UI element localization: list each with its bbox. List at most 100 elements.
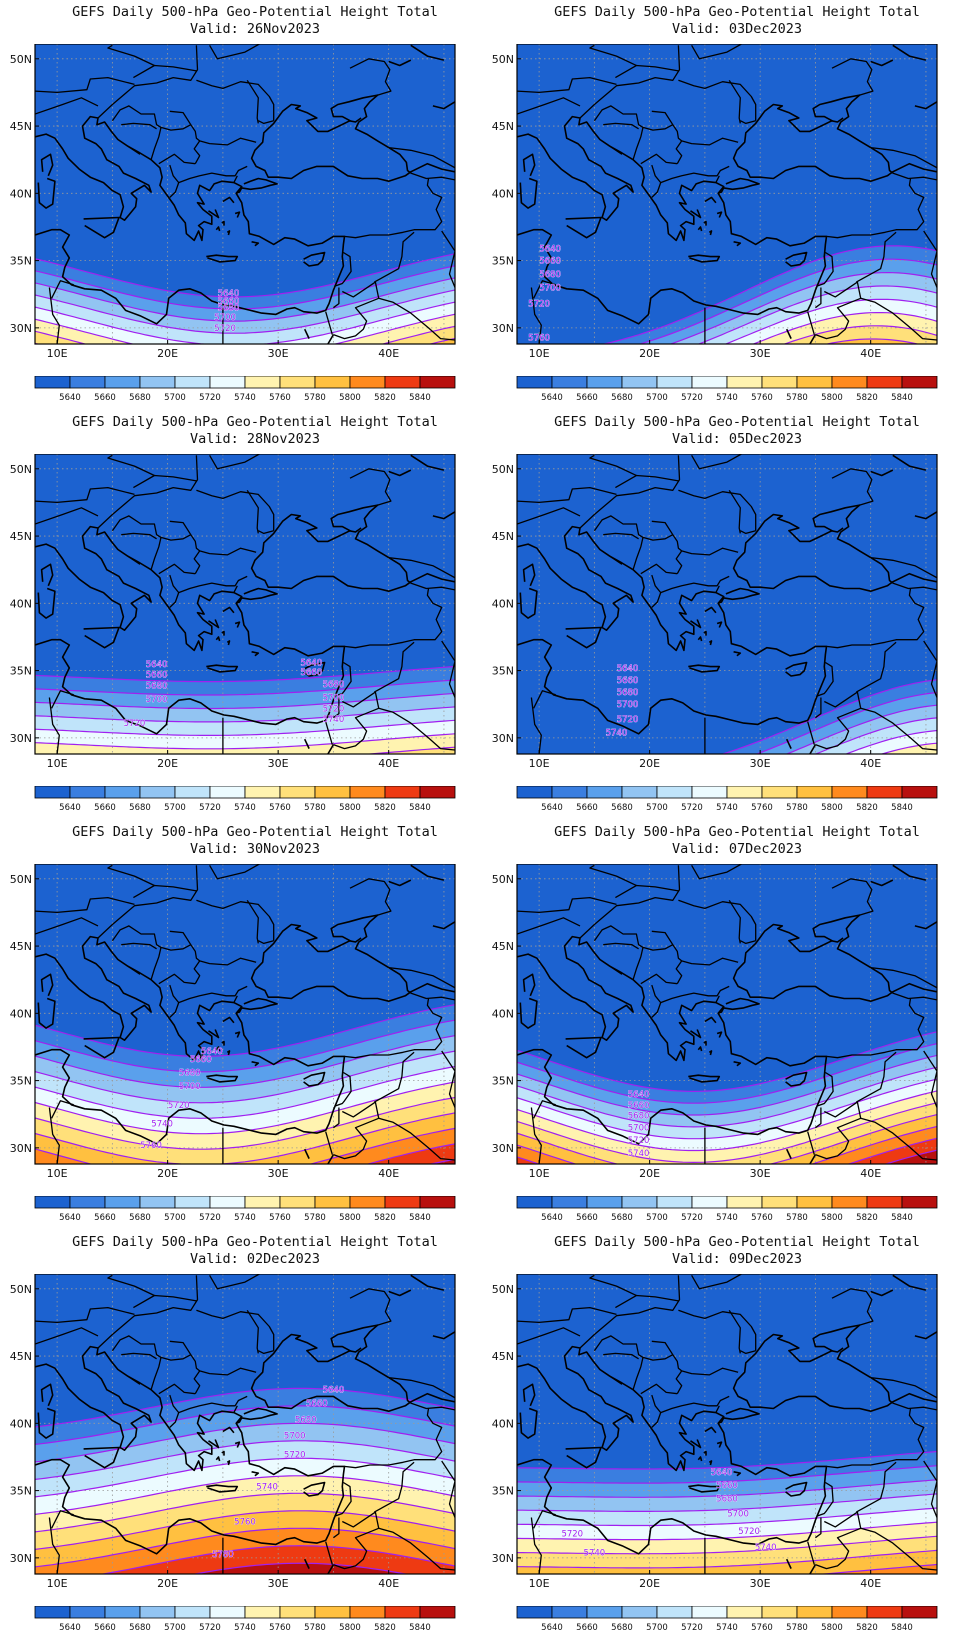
colorbar-swatch: [69, 1606, 106, 1619]
country-border: [651, 520, 739, 556]
coastline: [35, 525, 346, 735]
colorbar-level-label: 5680: [129, 393, 151, 403]
country-border: [246, 489, 259, 534]
coastline: [870, 1289, 894, 1297]
country-border: [48, 697, 60, 754]
country-border: [121, 122, 157, 130]
country-border: [530, 287, 542, 344]
coastline: [697, 636, 703, 642]
colorbar-swatch: [761, 786, 798, 799]
colorbar-swatch: [691, 376, 728, 389]
colorbar-swatch: [104, 786, 141, 799]
country-border: [111, 925, 162, 980]
colorbar-swatch: [901, 1606, 938, 1619]
country-border: [373, 641, 415, 693]
contour-line: [35, 1003, 455, 1058]
coastline: [303, 1481, 326, 1497]
contour-line: [35, 1050, 455, 1104]
coastline: [250, 504, 455, 592]
colorbar-level-label: 5820: [856, 393, 878, 403]
panel-valid-date: Valid: 05Dec2023: [671, 431, 803, 447]
country-border: [660, 575, 730, 594]
colorbar-swatch: [279, 376, 316, 389]
coastline: [432, 921, 455, 930]
latitude-tick-label: 45N: [10, 120, 32, 133]
colorbar: 5640 5660 5680 5700 5720 5740 5760 5780 5800 5820…: [34, 376, 456, 403]
colorbar-swatch: [656, 1196, 693, 1209]
country-border: [160, 534, 192, 541]
country-border: [826, 178, 925, 239]
colorbar-level-label: 5820: [374, 803, 396, 813]
country-border: [35, 917, 99, 935]
colorbar-swatch: [34, 1606, 71, 1619]
coastline: [708, 1460, 713, 1466]
colorbar-swatch: [139, 786, 176, 799]
country-border: [603, 1352, 639, 1360]
country-border: [609, 145, 623, 155]
colorbar-level-label: 5660: [94, 803, 116, 813]
coastline: [348, 527, 362, 533]
country-border: [35, 76, 135, 94]
country-border: [728, 1309, 741, 1354]
contour-line: [601, 245, 937, 344]
country-border: [815, 1517, 822, 1539]
colorbar-swatch: [831, 786, 868, 799]
colorbar-level-label: 5840: [409, 393, 431, 403]
colorbar-swatch: [349, 1606, 386, 1619]
colorbar-level-label: 5840: [891, 803, 913, 813]
country-border: [35, 1306, 135, 1324]
map-frame: [34, 454, 456, 755]
contour-line: [506, 768, 948, 784]
longitude-tick-label: 40E: [378, 1167, 399, 1180]
coastline: [785, 1071, 808, 1087]
country-border: [816, 251, 834, 287]
contour-line: [506, 1592, 948, 1604]
latitude-tick-label: 50N: [10, 873, 32, 886]
country-border: [593, 515, 644, 570]
contour-label: 5720: [738, 1527, 760, 1537]
coastline: [83, 216, 120, 239]
coastline: [688, 1484, 721, 1493]
colorbar-level-label: 5780: [786, 803, 808, 813]
colorbar-level-label: 5700: [646, 1623, 668, 1633]
country-border: [378, 1117, 455, 1161]
colorbar-level-label: 5800: [821, 393, 843, 403]
height-fill-band: [103, 1545, 455, 1574]
colorbar-level-label: 5680: [129, 1213, 151, 1223]
coastline: [517, 115, 828, 325]
coastline: [690, 1439, 702, 1449]
colorbar-level-label: 5820: [856, 803, 878, 813]
coastline: [251, 241, 260, 247]
contour-line: [35, 1405, 455, 1446]
country-border: [410, 582, 455, 591]
colorbar-swatch: [349, 786, 386, 799]
colorbar-swatch: [174, 376, 211, 389]
contour-label: 5660: [617, 676, 639, 686]
colorbar-swatch: [104, 1606, 141, 1619]
country-border: [349, 1288, 392, 1326]
height-fill-band: [506, 781, 948, 784]
latitude-tick-label: 40N: [10, 187, 32, 200]
coastline: [388, 879, 412, 887]
latitude-tick-label: 50N: [10, 463, 32, 476]
country-border: [533, 690, 556, 709]
contour-label: 5720: [124, 719, 146, 729]
country-border: [651, 930, 739, 966]
country-border: [855, 231, 897, 283]
coastline: [348, 1347, 362, 1353]
coastline: [830, 117, 844, 123]
coastline: [565, 1036, 602, 1059]
colorbar-level-label: 5740: [716, 393, 738, 403]
latitude-tick-label: 50N: [492, 873, 514, 886]
contour-line: [35, 1096, 455, 1150]
colorbar-level-label: 5800: [339, 1213, 361, 1223]
country-border: [378, 707, 455, 751]
contour-line: [35, 1019, 455, 1073]
country-border: [517, 917, 581, 935]
contour-line: [517, 1054, 937, 1116]
contour-line: [517, 1125, 937, 1164]
contour-label: 5740: [323, 715, 345, 725]
country-border: [815, 691, 862, 750]
country-border: [121, 532, 157, 540]
